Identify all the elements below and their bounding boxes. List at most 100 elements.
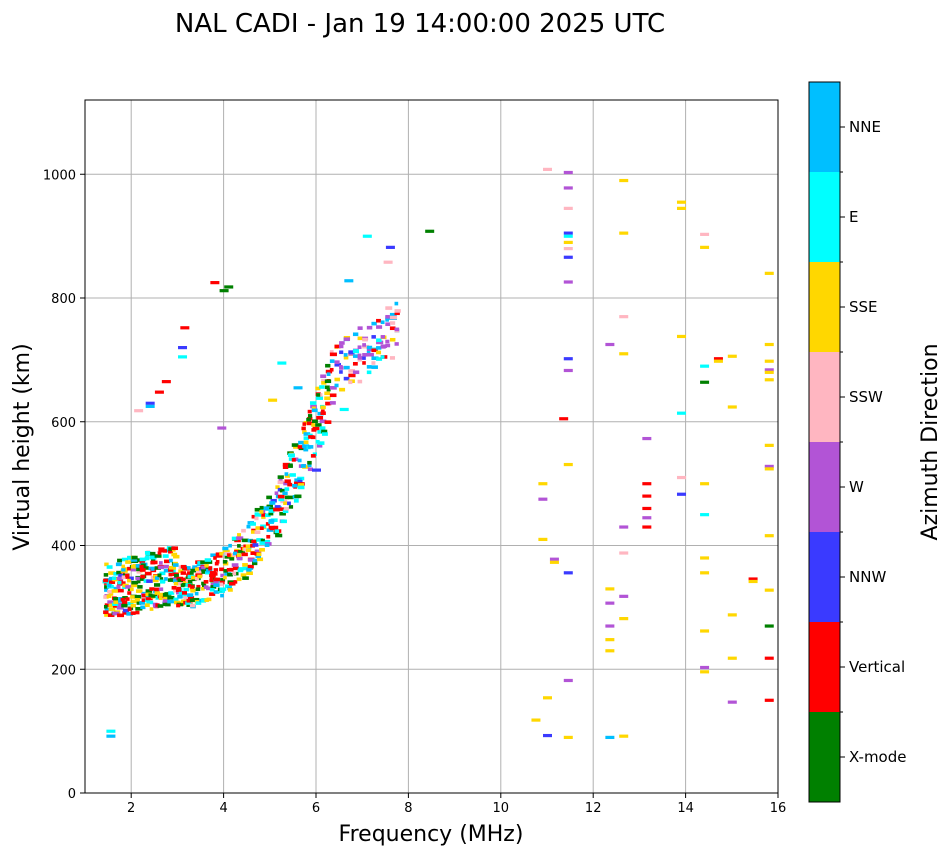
- echo-point: [259, 505, 264, 510]
- echo-point: [103, 604, 108, 609]
- echo-point: [149, 587, 155, 591]
- echo-point: [224, 285, 234, 289]
- echo-point: [273, 507, 281, 512]
- colorbar-segment: [809, 352, 840, 442]
- echo-point: [394, 327, 400, 332]
- echo-point: [727, 656, 737, 660]
- echo-point: [265, 507, 273, 511]
- echo-point: [122, 608, 129, 613]
- echo-point: [366, 345, 373, 350]
- echo-point: [112, 611, 120, 616]
- echo-point: [268, 509, 275, 513]
- echo-point: [117, 558, 123, 563]
- echo-point: [563, 357, 573, 361]
- echo-point: [130, 599, 137, 604]
- echo-point: [425, 229, 435, 233]
- echo-point: [319, 419, 327, 424]
- echo-point: [325, 363, 331, 368]
- echo-point: [205, 586, 213, 591]
- echo-point: [140, 605, 146, 610]
- echo-point: [213, 583, 220, 588]
- echo-point: [764, 378, 774, 382]
- echo-point: [282, 491, 288, 496]
- echo-point: [233, 571, 239, 576]
- echo-point: [352, 370, 360, 375]
- echo-point: [315, 423, 322, 427]
- echo-point: [130, 595, 137, 599]
- echo-point: [206, 568, 213, 573]
- echo-point: [116, 605, 124, 610]
- echo-point: [187, 593, 194, 597]
- echo-point: [134, 409, 144, 413]
- echo-point: [764, 342, 774, 347]
- echo-point: [154, 390, 164, 394]
- echo-point: [642, 482, 652, 486]
- echo-point: [251, 539, 257, 544]
- plot-area-frame: [84, 99, 779, 794]
- echo-point: [121, 575, 127, 580]
- echo-point: [112, 576, 117, 581]
- echo-point: [242, 563, 248, 567]
- echo-point: [219, 587, 227, 592]
- echo-point: [700, 245, 710, 249]
- echo-point: [303, 447, 309, 452]
- echo-point: [297, 458, 302, 463]
- echo-point: [348, 369, 356, 373]
- echo-point: [269, 526, 278, 531]
- echo-point: [293, 499, 299, 503]
- echo-point: [287, 453, 295, 458]
- echo-point: [563, 206, 573, 210]
- echo-point: [279, 488, 285, 493]
- echo-point: [190, 588, 196, 593]
- echo-point: [240, 573, 247, 577]
- echo-point: [256, 557, 264, 562]
- echo-point: [293, 481, 298, 486]
- echo-point: [245, 548, 252, 552]
- echo-point: [108, 607, 116, 611]
- echo-point: [233, 551, 238, 556]
- echo-point: [222, 559, 227, 564]
- echo-point: [134, 594, 142, 599]
- echo-point: [642, 506, 652, 511]
- echo-point: [260, 524, 266, 529]
- echo-point: [168, 568, 174, 572]
- y-axis-label: Virtual height (km): [10, 343, 35, 550]
- echo-point: [201, 570, 206, 574]
- echo-point: [543, 167, 552, 171]
- echo-point: [357, 353, 362, 358]
- echo-point: [343, 337, 351, 341]
- echo-point: [764, 698, 774, 702]
- echo-point: [256, 552, 262, 557]
- echo-point: [116, 585, 121, 589]
- echo-point: [563, 240, 573, 245]
- echo-point: [125, 560, 132, 564]
- echo-point: [113, 586, 119, 591]
- echo-point: [288, 505, 294, 509]
- echo-point: [252, 558, 258, 563]
- echo-point: [302, 444, 310, 448]
- echo-point: [619, 617, 629, 621]
- echo-point: [136, 579, 141, 584]
- echo-point: [155, 596, 160, 600]
- x-tick-label: 8: [404, 801, 412, 816]
- echo-point: [201, 598, 208, 602]
- echo-point: [192, 565, 198, 569]
- echo-point: [700, 380, 710, 384]
- echo-point: [259, 541, 265, 545]
- echo-point: [376, 357, 383, 361]
- echo-point: [173, 577, 179, 581]
- echo-point: [376, 325, 383, 329]
- echo-point: [136, 570, 142, 574]
- echo-point: [246, 571, 253, 576]
- echo-point: [185, 601, 192, 605]
- echo-point: [642, 525, 652, 529]
- echo-point: [326, 372, 331, 376]
- echo-point: [298, 440, 305, 445]
- echo-point: [150, 560, 158, 565]
- echo-point: [264, 513, 271, 518]
- echo-point: [329, 359, 335, 363]
- echo-point: [288, 464, 293, 468]
- echo-point: [168, 572, 173, 577]
- echo-point: [284, 479, 291, 483]
